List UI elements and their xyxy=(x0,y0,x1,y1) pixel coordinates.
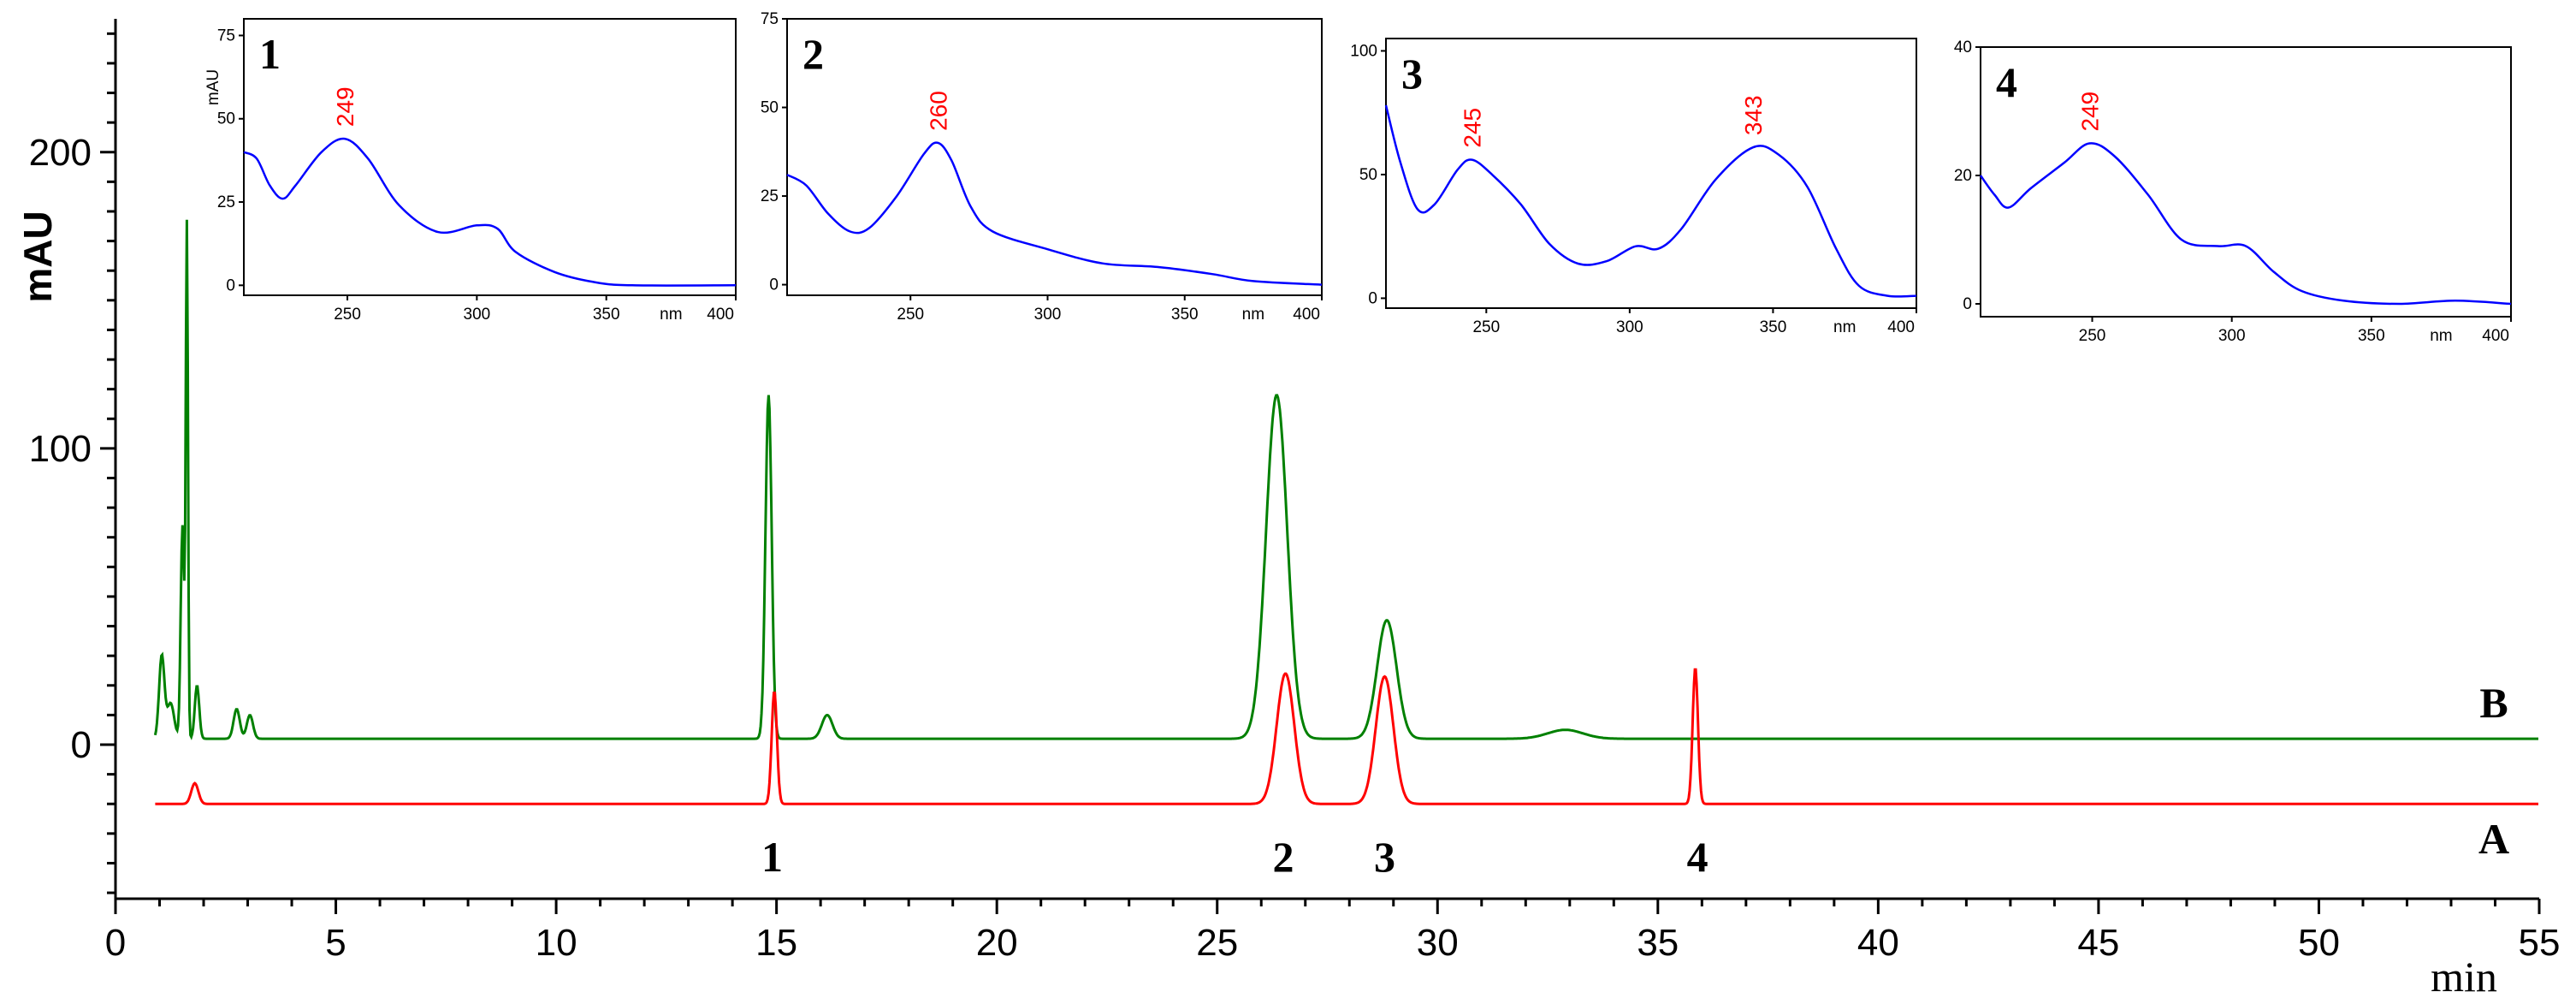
x-tick-label: 25 xyxy=(1196,922,1238,964)
x-tick-label: 45 xyxy=(2077,922,2119,964)
inset-number: 3 xyxy=(1401,50,1423,98)
inset-y-tick-label: 0 xyxy=(769,276,779,294)
inset-peak-label: 249 xyxy=(332,86,358,127)
inset-x-tick-label: 250 xyxy=(2079,327,2106,345)
inset-spectrum-3: 0 50 100 250 300 350 400 nm 3 245 343 xyxy=(1350,38,1917,336)
x-tick-label: 10 xyxy=(536,922,577,964)
inset-y-tick-label: 0 xyxy=(1963,295,1972,313)
inset-spectrum-1: 0 25 50 75 250 300 350 400 nm mAU 1 249 xyxy=(204,18,737,324)
inset-spectrum-2: 0 25 50 75 250 300 350 400 nm 2 260 xyxy=(761,10,1323,324)
inset-x-tick-label: 250 xyxy=(897,306,924,324)
inset-x-unit: nm xyxy=(1242,306,1264,324)
y-tick-label: 200 xyxy=(29,132,92,174)
inset-spectrum-curve xyxy=(786,141,1323,286)
inset-frame xyxy=(243,18,737,296)
inset-y-label: mAU xyxy=(204,69,222,105)
inset-x-tick-label: 350 xyxy=(593,306,620,324)
inset-y-tick-label: 40 xyxy=(1954,39,1972,56)
x-tick-label: 5 xyxy=(325,922,346,964)
inset-y-tick-label: 50 xyxy=(1359,166,1377,184)
inset-x-tick-label: 350 xyxy=(1171,306,1199,324)
x-tick-label: 0 xyxy=(105,922,126,964)
inset-y-tick-label: 100 xyxy=(1350,42,1377,60)
inset-x-tick-label: 300 xyxy=(2218,327,2246,345)
inset-y-tick-label: 0 xyxy=(1368,289,1377,307)
inset-y-tick-label: 50 xyxy=(761,99,779,117)
x-tick-label: 50 xyxy=(2298,922,2340,964)
inset-x-tick-label: 400 xyxy=(707,306,734,324)
x-tick-label: 30 xyxy=(1417,922,1459,964)
inset-x-tick-label: 400 xyxy=(1887,318,1915,336)
inset-peak-label: 249 xyxy=(2076,92,2103,132)
inset-frame xyxy=(786,18,1323,296)
peak-label-1: 1 xyxy=(761,833,783,881)
inset-spectrum-4: 0 20 40 250 300 350 400 nm 4 249 xyxy=(1954,39,2512,345)
inset-peak-label: 343 xyxy=(1740,95,1767,135)
inset-spectrum-curve xyxy=(1384,104,1917,298)
inset-y-tick-label: 25 xyxy=(217,193,235,211)
y-tick-label: 100 xyxy=(29,428,92,470)
chromatogram-traces xyxy=(153,219,2538,805)
y-tick-label: 0 xyxy=(71,724,92,766)
peak-label-4: 4 xyxy=(1687,833,1708,881)
x-tick-label: 20 xyxy=(976,922,1018,964)
inset-x-tick-label: 250 xyxy=(1472,318,1500,336)
x-tick-label: 40 xyxy=(1857,922,1899,964)
trace-label-A: A xyxy=(2478,815,2509,863)
inset-number: 1 xyxy=(259,30,281,78)
inset-x-tick-label: 400 xyxy=(2482,327,2509,345)
x-tick-label: 55 xyxy=(2519,922,2561,964)
inset-x-tick-label: 350 xyxy=(2358,327,2385,345)
inset-y-tick-label: 50 xyxy=(217,110,235,128)
inset-x-tick-label: 400 xyxy=(1293,306,1320,324)
inset-peak-label: 260 xyxy=(925,91,951,131)
inset-spectrum-curve xyxy=(1979,142,2512,306)
inset-x-tick-label: 300 xyxy=(1034,306,1062,324)
peak-labels: 1 2 3 4 xyxy=(761,833,1708,881)
inset-spectrum-curve xyxy=(243,137,737,287)
trace-B xyxy=(153,219,2538,740)
inset-y-tick-label: 25 xyxy=(761,187,779,205)
trace-label-B: B xyxy=(2479,679,2508,727)
inset-frame xyxy=(1385,38,1917,309)
inset-x-unit: nm xyxy=(1833,318,1856,336)
peak-label-3: 3 xyxy=(1374,833,1395,881)
inset-y-tick-label: 75 xyxy=(761,10,779,28)
inset-x-tick-label: 350 xyxy=(1760,318,1787,336)
inset-x-tick-label: 300 xyxy=(464,306,491,324)
inset-x-unit: nm xyxy=(2430,327,2452,345)
inset-y-tick-label: 0 xyxy=(226,276,235,294)
main-labels: mAU min B A xyxy=(15,211,2509,1001)
inset-x-unit: nm xyxy=(660,306,682,324)
inset-x-tick-label: 250 xyxy=(334,306,361,324)
inset-number: 4 xyxy=(1996,58,2017,106)
trace-A xyxy=(155,668,2538,805)
inset-peak-label: 245 xyxy=(1460,108,1486,148)
x-tick-label: 35 xyxy=(1637,922,1679,964)
inset-x-tick-label: 300 xyxy=(1616,318,1643,336)
x-axis-label: min xyxy=(2431,953,2497,1001)
inset-frame xyxy=(1980,46,2512,318)
inset-number: 2 xyxy=(802,30,824,78)
inset-y-tick-label: 75 xyxy=(217,27,235,45)
y-axis-label: mAU xyxy=(15,211,60,302)
peak-label-2: 2 xyxy=(1272,833,1294,881)
x-tick-label: 15 xyxy=(755,922,797,964)
inset-y-tick-label: 20 xyxy=(1954,167,1972,185)
